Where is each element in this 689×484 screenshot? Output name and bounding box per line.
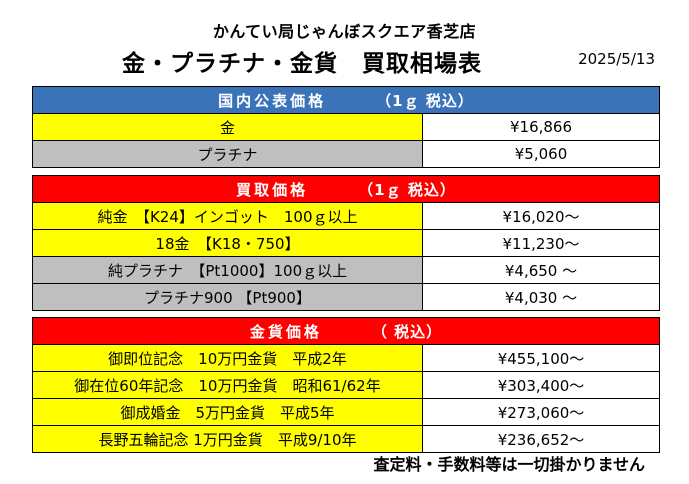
- section-header: 金貨価格 （ 税込）: [32, 317, 660, 345]
- item-name: 御在位60年記念 10万円金貨 昭和61/62年: [32, 371, 423, 399]
- item-price: ¥4,650 ～: [422, 256, 660, 284]
- item-price: ¥5,060: [422, 140, 660, 168]
- item-name: 18金 【K18・750】: [32, 229, 423, 257]
- tax-note: （ 税込）: [371, 322, 443, 341]
- item-name: 長野五輪記念 1万円金貨 平成9/10年: [32, 425, 423, 453]
- footer-note: 査定料・手数料等は一切掛かりません: [373, 455, 645, 474]
- item-name: 御成婚金 5万円金貨 平成5年: [32, 398, 423, 426]
- shop-name: かんてい局じゃんぼスクエア香芝店: [212, 22, 477, 41]
- table-row: プラチナ ¥5,060: [32, 140, 660, 168]
- section-heading-purchase: 買取価格 （1ｇ 税込）: [32, 175, 660, 203]
- tax-note: （1ｇ 税込）: [358, 180, 456, 199]
- section-heading-domestic: 国内公表価格 （1ｇ 税込）: [32, 86, 660, 114]
- table-row: 金 ¥16,866: [32, 113, 660, 141]
- item-name: 純金 【K24】インゴット 100ｇ以上: [32, 202, 423, 230]
- item-name: 純プラチナ 【Pt1000】100ｇ以上: [32, 256, 423, 284]
- table-row: 御即位記念 10万円金貨 平成2年 ¥455,100～: [32, 344, 660, 372]
- section-title: 買取価格: [236, 180, 309, 199]
- item-name: 金: [32, 113, 423, 141]
- date: 2025/5/13: [578, 50, 655, 68]
- section-title: 国内公表価格: [218, 91, 327, 110]
- item-price: ¥4,030 ～: [422, 283, 660, 311]
- item-price: ¥11,230～: [422, 229, 660, 257]
- item-price: ¥303,400～: [422, 371, 660, 399]
- page-title: 金・プラチナ・金貨 買取相場表: [122, 51, 482, 77]
- item-price: ¥16,020～: [422, 202, 660, 230]
- item-price: ¥273,060～: [422, 398, 660, 426]
- item-price: ¥236,652～: [422, 425, 660, 453]
- section-title: 金貨価格: [249, 322, 322, 341]
- section-header: 国内公表価格 （1ｇ 税込）: [32, 86, 660, 114]
- table-row: プラチナ900 【Pt900】 ¥4,030 ～: [32, 283, 660, 311]
- item-name: プラチナ: [32, 140, 423, 168]
- purchase-price-table: 買取価格 （1ｇ 税込） 純金 【K24】インゴット 100ｇ以上 ¥16,020…: [32, 175, 660, 311]
- item-price: ¥455,100～: [422, 344, 660, 372]
- section-header: 買取価格 （1ｇ 税込）: [32, 175, 660, 203]
- table-row: 純金 【K24】インゴット 100ｇ以上 ¥16,020～: [32, 202, 660, 230]
- item-name: プラチナ900 【Pt900】: [32, 283, 423, 311]
- tax-note: （1ｇ 税込）: [376, 91, 474, 110]
- table-row: 18金 【K18・750】 ¥11,230～: [32, 229, 660, 257]
- gold-coin-price-table: 金貨価格 （ 税込） 御即位記念 10万円金貨 平成2年 ¥455,100～ 御在…: [32, 317, 660, 453]
- table-row: 純プラチナ 【Pt1000】100ｇ以上 ¥4,650 ～: [32, 256, 660, 284]
- table-row: 長野五輪記念 1万円金貨 平成9/10年 ¥236,652～: [32, 425, 660, 453]
- table-row: 御在位60年記念 10万円金貨 昭和61/62年 ¥303,400～: [32, 371, 660, 399]
- table-row: 御成婚金 5万円金貨 平成5年 ¥273,060～: [32, 398, 660, 426]
- item-name: 御即位記念 10万円金貨 平成2年: [32, 344, 423, 372]
- section-heading-coins: 金貨価格 （ 税込）: [32, 317, 660, 345]
- item-price: ¥16,866: [422, 113, 660, 141]
- domestic-price-table: 国内公表価格 （1ｇ 税込） 金 ¥16,866 プラチナ ¥5,060: [32, 86, 660, 168]
